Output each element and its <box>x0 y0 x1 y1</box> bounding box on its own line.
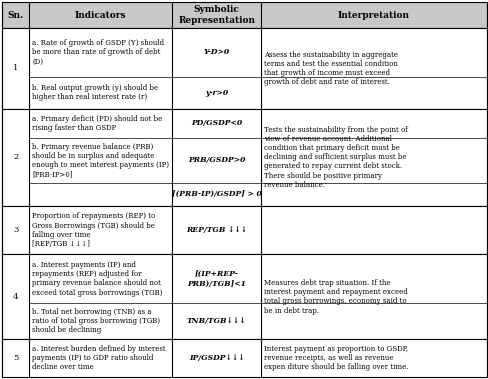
Text: Measures debt trap situation. If the
interest payment and repayment exceed
total: Measures debt trap situation. If the int… <box>264 279 407 315</box>
Text: IP/GSDP↓↓↓: IP/GSDP↓↓↓ <box>188 354 244 362</box>
Text: [(PRB-IP)/GSDP] > 0: [(PRB-IP)/GSDP] > 0 <box>171 190 261 198</box>
Text: Proportion of repayments (REP) to
Gross Borrowings (TGB) should be
falling over : Proportion of repayments (REP) to Gross … <box>32 212 155 248</box>
Bar <box>2 108 486 206</box>
Text: 3: 3 <box>13 226 19 234</box>
Text: b. Total net borrowing (TNB) as a
ratio of total gross borrowing (TGB)
should be: b. Total net borrowing (TNB) as a ratio … <box>32 308 160 334</box>
Text: Interest payment as proportion to GSDP,
revenue receipts, as well as revenue
exp: Interest payment as proportion to GSDP, … <box>264 345 407 371</box>
Text: 2: 2 <box>13 153 19 161</box>
Text: b. Primary revenue balance (PRB)
should be in surplus and adequate
enough to mee: b. Primary revenue balance (PRB) should … <box>32 143 169 178</box>
Text: 5: 5 <box>13 354 19 362</box>
Text: Assess the sustainability in aggregate
terms and test the essential condition
th: Assess the sustainability in aggregate t… <box>264 50 397 86</box>
Bar <box>2 28 486 108</box>
Text: Indicators: Indicators <box>75 11 126 20</box>
Text: y-r>0: y-r>0 <box>204 89 228 97</box>
Text: a. Primary deficit (PD) should not be
rising faster than GSDP: a. Primary deficit (PD) should not be ri… <box>32 115 162 132</box>
Text: Symbolic
Representation: Symbolic Representation <box>178 5 255 25</box>
Text: Sn.: Sn. <box>8 11 24 20</box>
Bar <box>2 206 486 254</box>
Text: 4: 4 <box>13 293 19 301</box>
Text: a. Interest payments (IP) and
repayments (REP) adjusted for
primary revenue bala: a. Interest payments (IP) and repayments… <box>32 261 162 296</box>
Bar <box>2 254 486 339</box>
Text: Tests the sustainability from the point of
view of revenue account. Additional
c: Tests the sustainability from the point … <box>264 125 407 189</box>
Text: PD/GSDP<0: PD/GSDP<0 <box>191 119 242 127</box>
Bar <box>2 2 486 28</box>
Text: a. Interest burden defined by interest
payments (IP) to GDP ratio should
decline: a. Interest burden defined by interest p… <box>32 345 165 371</box>
Text: 1: 1 <box>13 64 19 72</box>
Text: Y-D>0: Y-D>0 <box>203 49 229 56</box>
Text: REP/TGB ↓↓↓: REP/TGB ↓↓↓ <box>186 226 247 234</box>
Text: b. Real output growth (y) should be
higher than real interest rate (r): b. Real output growth (y) should be high… <box>32 84 158 101</box>
Text: Interpretation: Interpretation <box>337 11 409 20</box>
Text: PRB/GSDP>0: PRB/GSDP>0 <box>187 156 245 164</box>
Bar <box>2 339 486 377</box>
Text: [(IP+REP-
PRB)/TGB]<1: [(IP+REP- PRB)/TGB]<1 <box>187 270 245 287</box>
Text: a. Rate of growth of GSDP (Y) should
be more than rate of growth of debt
(D): a. Rate of growth of GSDP (Y) should be … <box>32 39 163 66</box>
Text: TNB/TGB↓↓↓: TNB/TGB↓↓↓ <box>186 317 246 325</box>
